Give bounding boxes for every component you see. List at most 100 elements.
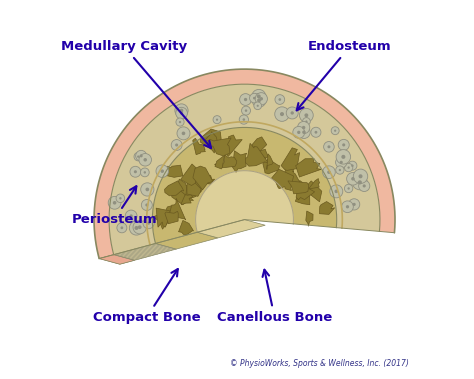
Circle shape (139, 153, 152, 166)
Circle shape (336, 157, 347, 168)
Circle shape (256, 105, 259, 107)
Text: © PhysioWorks, Sports & Wellness, Inc. (2017): © PhysioWorks, Sports & Wellness, Inc. (… (230, 359, 409, 368)
Polygon shape (181, 194, 193, 205)
Circle shape (341, 155, 346, 159)
Circle shape (297, 131, 301, 134)
Polygon shape (283, 166, 300, 185)
Polygon shape (155, 232, 218, 249)
Circle shape (239, 115, 248, 124)
Polygon shape (152, 127, 337, 243)
Circle shape (176, 107, 187, 119)
Circle shape (302, 126, 305, 129)
Polygon shape (99, 255, 135, 264)
Circle shape (347, 187, 350, 190)
Circle shape (182, 132, 185, 135)
Circle shape (331, 127, 339, 135)
Circle shape (347, 166, 350, 169)
Circle shape (342, 201, 353, 213)
Circle shape (129, 215, 133, 218)
Circle shape (275, 95, 285, 104)
Circle shape (260, 97, 263, 100)
Circle shape (146, 204, 148, 207)
Circle shape (249, 93, 259, 103)
Circle shape (298, 126, 310, 138)
Circle shape (120, 226, 123, 229)
Circle shape (146, 188, 149, 191)
Circle shape (328, 145, 330, 148)
Polygon shape (253, 155, 265, 161)
Polygon shape (94, 69, 395, 258)
Polygon shape (198, 175, 215, 184)
Circle shape (254, 102, 262, 110)
Circle shape (213, 116, 221, 124)
Polygon shape (165, 211, 178, 224)
Circle shape (353, 203, 356, 206)
Polygon shape (166, 165, 183, 177)
Circle shape (175, 144, 178, 147)
Circle shape (351, 177, 355, 180)
Circle shape (180, 111, 183, 115)
Circle shape (140, 168, 149, 177)
Circle shape (252, 89, 266, 103)
Polygon shape (200, 129, 221, 153)
Circle shape (352, 175, 367, 190)
Polygon shape (187, 177, 201, 196)
Polygon shape (114, 243, 176, 260)
Circle shape (243, 118, 245, 121)
Circle shape (286, 107, 298, 119)
Polygon shape (179, 221, 193, 235)
Circle shape (302, 117, 310, 125)
Text: Endosteum: Endosteum (297, 40, 392, 110)
Polygon shape (196, 171, 293, 232)
Circle shape (113, 201, 117, 205)
Circle shape (345, 184, 353, 193)
Circle shape (175, 104, 188, 117)
Polygon shape (99, 255, 135, 264)
Polygon shape (172, 185, 196, 205)
Circle shape (348, 161, 357, 170)
Circle shape (133, 221, 146, 234)
Circle shape (156, 165, 169, 177)
Polygon shape (169, 198, 186, 220)
Polygon shape (288, 181, 309, 194)
Circle shape (143, 218, 154, 229)
Circle shape (244, 98, 247, 101)
Polygon shape (181, 164, 201, 185)
Polygon shape (197, 219, 265, 238)
Circle shape (177, 127, 190, 140)
Circle shape (257, 99, 261, 102)
Circle shape (300, 108, 313, 122)
Circle shape (336, 166, 344, 174)
Circle shape (147, 222, 150, 225)
Circle shape (117, 223, 127, 233)
Circle shape (253, 97, 255, 99)
Circle shape (338, 139, 349, 150)
Circle shape (348, 199, 360, 210)
Circle shape (302, 130, 306, 134)
Polygon shape (193, 166, 213, 190)
Circle shape (353, 169, 368, 183)
Circle shape (141, 199, 152, 210)
Circle shape (134, 170, 137, 173)
Polygon shape (295, 186, 310, 205)
Polygon shape (246, 143, 269, 166)
Polygon shape (205, 132, 218, 144)
Circle shape (335, 190, 338, 193)
Circle shape (278, 98, 281, 101)
Text: Medullary Cavity: Medullary Cavity (61, 40, 211, 148)
Circle shape (135, 226, 138, 230)
Circle shape (161, 169, 164, 173)
Circle shape (363, 184, 366, 188)
Circle shape (137, 155, 139, 158)
Circle shape (298, 121, 310, 134)
Polygon shape (176, 179, 187, 195)
Circle shape (108, 196, 121, 209)
Circle shape (323, 166, 335, 179)
Polygon shape (267, 154, 273, 169)
Text: Periosteum: Periosteum (72, 186, 157, 226)
Circle shape (342, 143, 345, 146)
Circle shape (339, 169, 341, 171)
Polygon shape (296, 159, 321, 177)
Polygon shape (296, 180, 315, 200)
Circle shape (242, 106, 250, 115)
